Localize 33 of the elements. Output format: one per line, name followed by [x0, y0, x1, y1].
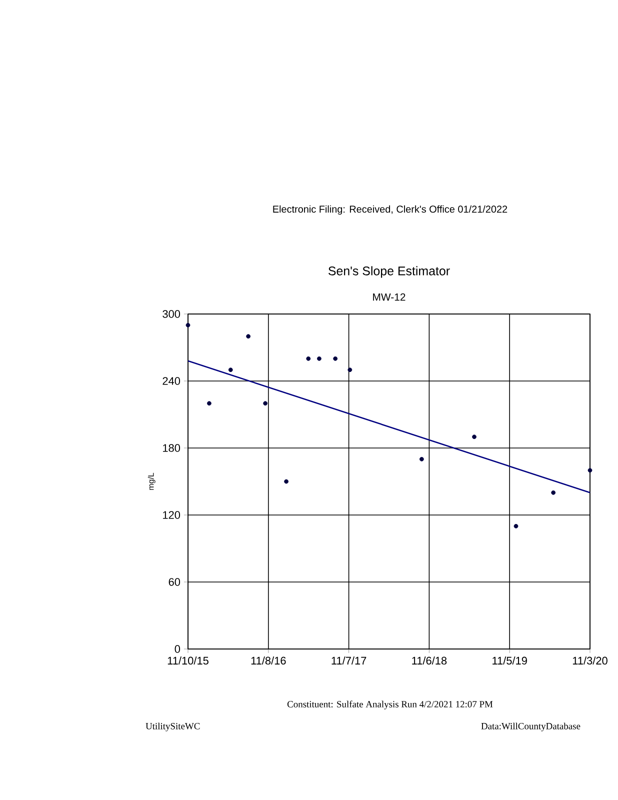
chart-subtitle: MW-12 [373, 293, 406, 301]
point [186, 322, 190, 328]
point [514, 524, 518, 528]
y-tick-label: 120 [163, 511, 180, 519]
text: Electronic Filing: Received, Clerk's Office 01/21/2022 [273, 205, 508, 215]
y-tick-label: 240 [162, 377, 180, 385]
x-tick-label: 11/10/15 [168, 656, 208, 665]
point [348, 368, 352, 372]
point [472, 434, 476, 440]
point [306, 356, 311, 361]
y-tick-label: 300 [162, 310, 180, 318]
point [207, 401, 212, 406]
x-tick-label: 11/6/18 [412, 656, 447, 665]
x-tick-label: 11/8/16 [251, 656, 286, 665]
text: Constituent: Sulfate Analysis Run 4/2/2021 12:07 PM [287, 700, 493, 710]
chart-title: Sen's Slope Estimator [328, 266, 450, 278]
point [420, 456, 424, 462]
text: Data:WillCountyDatabase [481, 722, 580, 732]
point [284, 479, 288, 484]
text: UtilitySiteWC [146, 722, 200, 732]
point [333, 356, 338, 361]
point [263, 401, 268, 406]
point [246, 334, 250, 339]
y-tick-label: 180 [163, 444, 180, 452]
x-tick-label: 11/3/20 [572, 656, 608, 665]
y-tick-label: 0 [174, 645, 180, 653]
point [551, 490, 556, 495]
point [588, 468, 592, 473]
point [317, 356, 322, 361]
x-tick-label: 11/5/19 [492, 656, 527, 665]
y-tick-label: 60 [168, 578, 180, 586]
x-tick-label: 11/7/17 [332, 656, 366, 665]
point [228, 368, 233, 372]
